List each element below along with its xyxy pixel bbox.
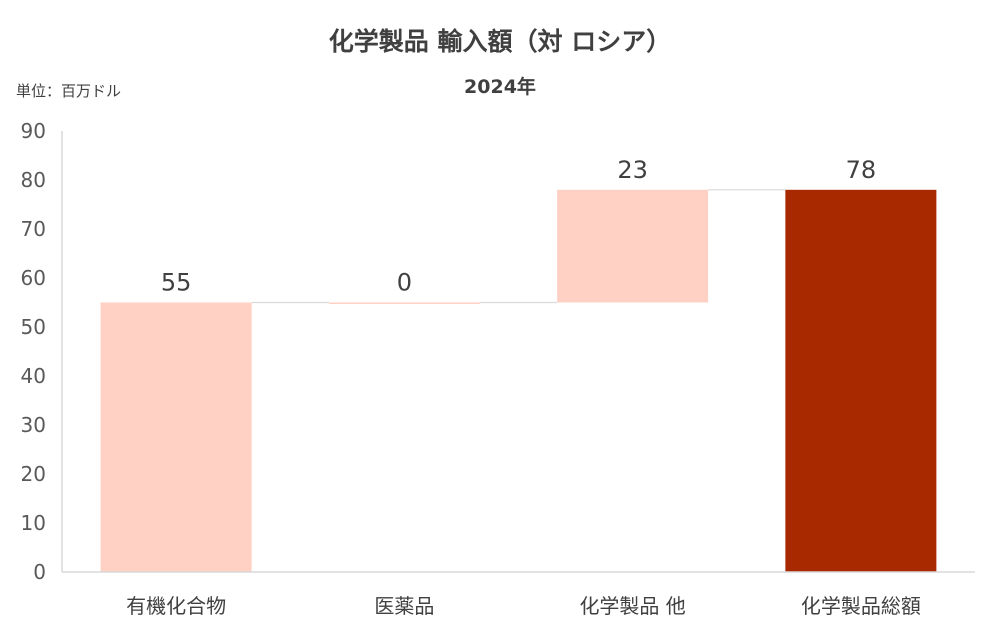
x-category-label: 医薬品 [374,594,434,618]
data-label: 23 [617,156,648,184]
y-tick-label: 0 [33,560,46,584]
y-tick-label: 70 [21,217,46,241]
data-label: 55 [161,269,192,297]
y-tick-label: 90 [21,119,46,143]
bar-4 [785,189,937,573]
y-tick-label: 30 [21,413,46,437]
bar-1 [100,302,252,572]
data-labels: 55 0 23 78 [161,156,876,297]
bar-3 [557,189,709,303]
y-tick-label: 60 [21,266,46,290]
bars [100,189,937,573]
y-tick-label: 40 [21,364,46,388]
x-category-label: 化学製品 他 [579,594,685,618]
y-tick-label: 10 [21,511,46,535]
y-tick-label: 50 [21,315,46,339]
x-axis-labels: 有機化合物 医薬品 化学製品 他 化学製品総額 [126,594,921,618]
chart-subtitle: 2024年 [464,76,536,98]
x-category-label: 化学製品総額 [801,594,921,618]
y-tick-label: 20 [21,462,46,486]
bar-2 [328,302,480,304]
y-axis-ticks: 0 10 20 30 40 50 60 70 80 90 [21,119,46,584]
connector-lines [251,189,786,304]
y-tick-label: 80 [21,168,46,192]
chart-title: 化学製品 輸入額（対 ロシア） [328,27,672,56]
data-label: 78 [846,156,877,184]
x-category-label: 有機化合物 [126,594,226,618]
data-label: 0 [397,269,412,297]
unit-label: 単位：百万ドル [16,82,122,100]
